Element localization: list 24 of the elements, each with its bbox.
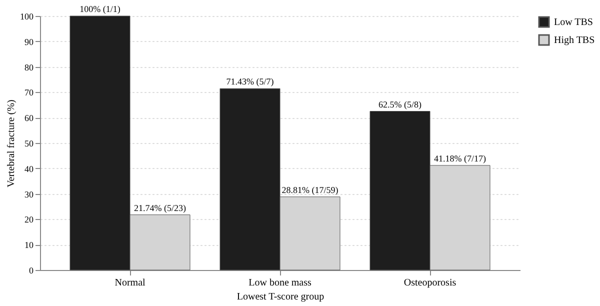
y-tick-label: 90 <box>24 36 34 47</box>
data-label: 71.43% (5/7) <box>226 76 274 87</box>
y-tick-label: 30 <box>24 189 34 200</box>
x-tick-label: Low bone mass <box>248 278 312 288</box>
legend-label: High TBS <box>554 35 595 46</box>
y-tick-label: 20 <box>24 214 34 225</box>
y-tick-label: 80 <box>24 62 34 72</box>
legend-label: Low TBS <box>554 17 593 28</box>
data-label: 100% (1/1) <box>80 4 120 14</box>
x-tick-label: Normal <box>114 278 146 288</box>
x-axis-title: Lowest T-score group <box>236 292 324 302</box>
y-tick-label: 10 <box>24 240 34 250</box>
x-tick-label: Osteoporosis <box>404 278 456 288</box>
y-axis-title: Vertebral fracture (%) <box>6 100 17 188</box>
y-tick-label: 70 <box>24 88 34 98</box>
y-tick-label: 60 <box>24 113 34 124</box>
data-label: 41.18% (7/17) <box>434 153 486 164</box>
y-tick-label: 40 <box>24 164 34 174</box>
data-label: 21.74% (5/23) <box>134 202 186 213</box>
y-tick-label: 100 <box>20 12 34 22</box>
data-label: 28.81% (17/59) <box>282 184 338 195</box>
y-tick-label: 50 <box>24 138 34 148</box>
data-label: 62.5% (5/8) <box>378 99 422 110</box>
y-tick-label: 0 <box>29 266 34 276</box>
